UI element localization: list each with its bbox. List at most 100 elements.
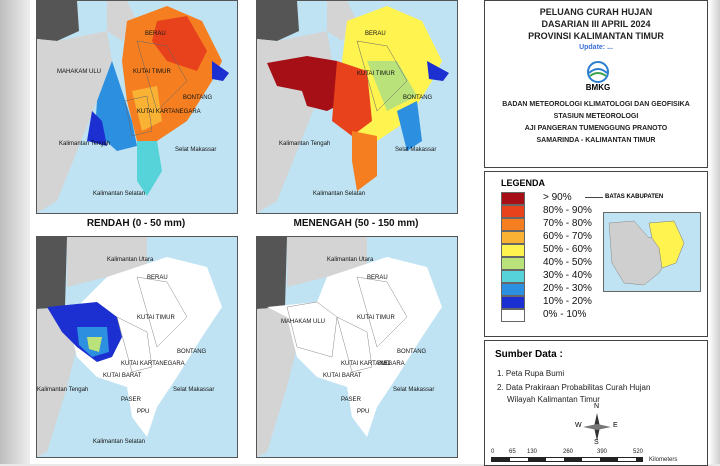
source-box: Sumber Data : 1. Peta Rupa Bumi 2. Data … xyxy=(484,340,708,466)
label-mahakam-ulu: MAHAKAM ULU xyxy=(57,69,102,75)
label-bontang-2: BONTANG xyxy=(403,95,433,101)
legend-label: 80% - 90% xyxy=(543,205,592,216)
title-line-1: PELUANG CURAH HUJAN xyxy=(539,7,653,17)
map-title-menengah: MENENGAH (50 - 150 mm) xyxy=(293,218,419,229)
legend-label: 50% - 60% xyxy=(543,244,592,255)
compass-e: E xyxy=(613,422,618,429)
map-panel-3: Kalimantan Utara BERAU KUTAI TIMUR KUTAI… xyxy=(36,236,238,458)
legend-swatch xyxy=(501,244,525,257)
legend-swatch xyxy=(501,270,525,283)
legend-label: 10% - 20% xyxy=(543,296,592,307)
label-kalsel-3: Kalimantan Selatan xyxy=(93,439,146,445)
boundary-label: BATAS KABUPATEN xyxy=(605,194,664,200)
label-berau-4: BERAU xyxy=(367,275,388,281)
legend-swatch xyxy=(501,192,525,205)
scale-0: 0 xyxy=(491,449,495,455)
right-shadow xyxy=(710,0,720,464)
legend-label: 60% - 70% xyxy=(543,231,592,242)
map-panel-4: Kalimantan Utara BERAU KUTAI TIMUR MAHAK… xyxy=(256,236,458,458)
north-arrow-icon: N S E W xyxy=(575,403,618,447)
label-kalsel: Kalimantan Selatan xyxy=(93,191,146,197)
label-bontang-4: BONTANG xyxy=(397,349,427,355)
label-kaltara-3: Kalimantan Utara xyxy=(107,257,154,263)
label-ppu-4: PPU xyxy=(357,409,370,415)
scale-130: 130 xyxy=(527,449,538,455)
label-kutai-timur-3: KUTAI TIMUR xyxy=(137,315,175,321)
legend-label: > 90% xyxy=(543,192,572,203)
label-kalteng-2: Kalimantan Tengah xyxy=(279,141,331,147)
map-rendah-svg xyxy=(37,1,237,213)
scale-520: 520 xyxy=(633,449,644,455)
locator-inset-map xyxy=(603,212,701,292)
legend-swatch xyxy=(501,218,525,231)
label-kutai-timur-2: KUTAI TIMUR xyxy=(357,71,395,77)
scale-bar: 0 65 130 260 390 520 Kilometers xyxy=(491,449,681,465)
label-selat-2: Selat Makassar xyxy=(395,147,437,153)
map-title-rendah: RENDAH (0 - 50 mm) xyxy=(86,218,186,229)
label-kutai-kartanegara: KUTAI KARTANEGARA xyxy=(137,109,201,115)
bmkg-logo: BMKG xyxy=(583,61,613,93)
label-selat-3: Selat Makassar xyxy=(173,387,215,393)
compass-icon xyxy=(583,413,611,441)
map-3-svg xyxy=(37,237,237,457)
legend-swatch xyxy=(501,309,525,322)
legend-swatch xyxy=(501,231,525,244)
scale-390: 390 xyxy=(597,449,608,455)
source-title: Sumber Data : xyxy=(495,349,563,360)
legend-swatch xyxy=(501,257,525,270)
bmkg-logo-text: BMKG xyxy=(585,83,611,92)
label-berau-3: BERAU xyxy=(147,275,168,281)
label-bontang-3: BONTANG xyxy=(177,349,207,355)
agency-line-1: BADAN METEOROLOGI KLIMATOLOGI DAN GEOFIS… xyxy=(502,101,690,108)
label-mahakam-ulu-4: MAHAKAM ULU xyxy=(281,319,326,325)
scale-unit: Kilometers xyxy=(649,457,678,463)
label-ppu-3: PPU xyxy=(137,409,150,415)
legend-label: 0% - 10% xyxy=(543,309,587,320)
label-kutai-kartanegara-4: KUTAI KARTANEGARA xyxy=(341,361,405,367)
label-smd-4: SMD xyxy=(377,361,391,367)
legend-swatch xyxy=(501,283,525,296)
label-selat-4: Selat Makassar xyxy=(393,387,435,393)
label-kalteng-3: Kalimantan Tengah xyxy=(37,387,89,393)
legend-label: 20% - 30% xyxy=(543,283,592,294)
label-paser-3: PASER xyxy=(121,397,141,403)
left-shadow xyxy=(0,0,30,464)
source-item-2b: Wilayah Kalimantan Timur xyxy=(507,395,600,404)
label-kutai-barat-3: KUTAI BARAT xyxy=(103,373,142,379)
legend-label: 70% - 80% xyxy=(543,218,592,229)
map-panel-rendah: BERAU KUTAI TIMUR MAHAKAM ULU BONTANG KU… xyxy=(36,0,238,214)
legend-box: LEGENDA > 90% 80% - 90% 70% - 80% 60% - 70%… xyxy=(484,171,708,337)
map-panel-menengah: BERAU KUTAI TIMUR BONTANG Kalimantan Ten… xyxy=(256,0,458,214)
label-kutai-barat-4: KUTAI BARAT xyxy=(323,373,362,379)
label-kaltara-4: Kalimantan Utara xyxy=(327,257,374,263)
label-bontang: BONTANG xyxy=(183,95,213,101)
agency-line-4: SAMARINDA - KALIMANTAN TIMUR xyxy=(536,137,656,144)
bmkg-emblem-icon xyxy=(587,61,609,83)
label-kutai-kartanegara-3: KUTAI KARTANEGARA xyxy=(121,361,185,367)
legend-label: 30% - 40% xyxy=(543,270,592,281)
scale-260: 260 xyxy=(563,449,574,455)
legend-title: LEGENDA xyxy=(501,178,546,188)
boundary-line-icon xyxy=(585,197,603,198)
source-item-1: 1. Peta Rupa Bumi xyxy=(497,369,565,378)
legend-swatch xyxy=(501,296,525,309)
compass-s: S xyxy=(594,439,599,446)
label-berau: BERAU xyxy=(145,31,166,37)
map-menengah-svg xyxy=(257,1,457,213)
map-4-svg xyxy=(257,237,457,457)
label-selat: Selat Makassar xyxy=(175,147,217,153)
legend-swatch xyxy=(501,205,525,218)
title-block: PELUANG CURAH HUJAN DASARIAN III APRIL 2… xyxy=(484,0,708,168)
label-kutai-timur: KUTAI TIMUR xyxy=(133,69,171,75)
label-paser-4: PASER xyxy=(341,397,361,403)
label-kutai-timur-4: KUTAI TIMUR xyxy=(357,315,395,321)
label-kalteng: Kalimantan Tengah xyxy=(59,141,111,147)
locator-inset-svg xyxy=(604,213,700,291)
agency-line-2: STASIUN METEOROLOGI xyxy=(553,113,639,120)
title-line-3: PROVINSI KALIMANTAN TIMUR xyxy=(528,31,664,41)
source-item-2a: 2. Data Prakiraan Probabilitas Curah Huj… xyxy=(497,383,651,392)
label-berau-2: BERAU xyxy=(365,31,386,37)
compass-w: W xyxy=(575,422,582,429)
legend-label: 40% - 50% xyxy=(543,257,592,268)
